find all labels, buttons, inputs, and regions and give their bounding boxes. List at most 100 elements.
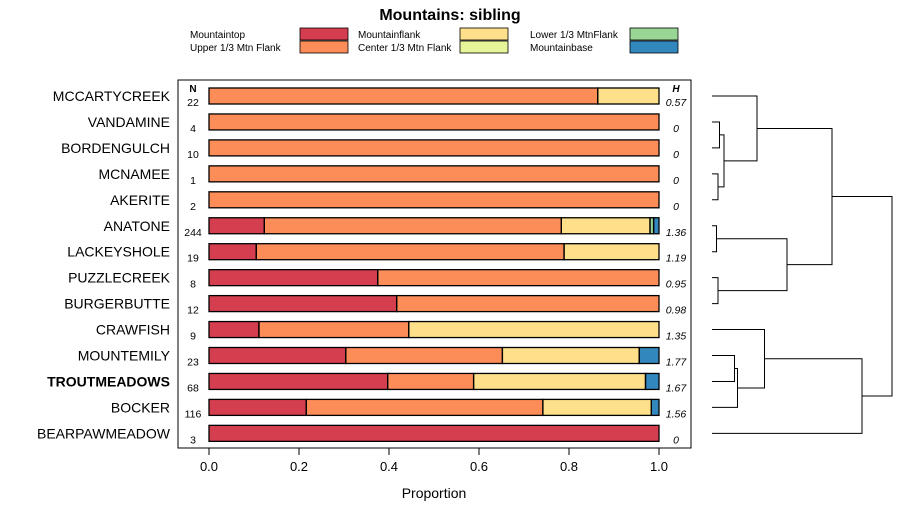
bar-segment-border	[208, 113, 660, 131]
dendrogram-branch	[712, 329, 765, 389]
site-label: ANATONE	[104, 218, 170, 234]
dendrogram-branch	[712, 355, 735, 382]
bar-segment	[209, 321, 259, 338]
bar-segment-border	[652, 217, 660, 235]
legend-swatch	[299, 40, 349, 54]
bar-segment	[387, 373, 474, 390]
bar-segment	[209, 425, 659, 442]
n-value: 116	[185, 408, 202, 420]
chart-title: Mountains: sibling	[379, 7, 520, 24]
n-value: 4	[190, 123, 196, 135]
h-value: 1.77	[666, 357, 688, 369]
bar-segment	[651, 399, 659, 416]
legend-label: Lower 1/3 MtnFlank	[530, 30, 619, 41]
legend-entry: Lower 1/3 MtnFlank	[530, 27, 679, 41]
site-label: BORDENGULCH	[61, 140, 170, 156]
bar-row: BEARPAWMEADOW 3 0	[37, 424, 679, 446]
dendrogram-branch	[716, 238, 788, 292]
legend-swatch	[629, 27, 679, 41]
bar-row: LACKEYSHOLE 19 1.19	[67, 243, 687, 265]
dendrogram	[712, 95, 893, 434]
n-value: 10	[187, 149, 199, 161]
bar-segment	[564, 243, 659, 260]
legend-entry: Mountaintop	[190, 27, 349, 41]
bar-row: MCNAMEE 1 0	[98, 165, 679, 187]
h-value: 0.57	[666, 97, 688, 109]
bar-segment	[209, 295, 397, 312]
n-value: 9	[190, 331, 196, 343]
bar-segment	[209, 191, 659, 208]
bar-segment-border	[208, 139, 660, 157]
bar-segment-border	[650, 398, 660, 417]
bar-row: PUZZLECREEK 8 0.95	[68, 268, 687, 291]
n-value: 68	[187, 382, 199, 394]
bar-segment-border	[638, 346, 660, 365]
n-value: 22	[187, 97, 199, 109]
bar-row: VANDAMINE 4 0	[88, 113, 679, 135]
n-value: 244	[184, 227, 202, 239]
bar-segment	[209, 113, 659, 130]
bar-segment-border	[208, 191, 660, 209]
bar-segment	[473, 373, 646, 390]
dendrogram-branch	[712, 225, 717, 253]
bar-segment	[209, 243, 257, 260]
site-label: MCNAMEE	[98, 166, 170, 182]
site-label: MOUNTEMILY	[78, 348, 171, 364]
bar-segment-border	[597, 87, 660, 105]
h-value: 1.67	[666, 382, 688, 394]
h-value: 0.98	[666, 305, 687, 317]
bar-row: TROUTMEADOWS 68 1.67	[47, 372, 688, 394]
bar-segment	[408, 321, 659, 338]
bar-segment	[396, 295, 659, 312]
bar-row: MOUNTEMILY 23 1.77	[78, 346, 688, 369]
bar-row: BORDENGULCH 10 0	[61, 139, 679, 161]
n-value: 8	[190, 279, 196, 291]
dendrogram-branch	[712, 173, 719, 201]
legend-swatch	[299, 27, 349, 41]
x-tick-label: 0.4	[380, 459, 398, 474]
bar-segment	[258, 321, 409, 338]
h-value: 0	[673, 123, 679, 135]
dendrogram-branch	[712, 121, 720, 149]
bar-rows: MCCARTYCREEK 22 0.57 VANDAMINE 4 0 BORDENGULCH…	[37, 87, 688, 446]
dendrogram-branch	[712, 95, 758, 162]
site-label: PUZZLECREEK	[68, 270, 171, 286]
dendrogram-branch	[718, 134, 725, 188]
bar-segment	[645, 373, 659, 390]
h-value: 0	[673, 175, 679, 187]
n-value: 1	[190, 175, 196, 187]
n-value: 12	[187, 305, 199, 317]
dendrogram-branch	[832, 196, 893, 397]
n-value: 19	[187, 253, 199, 265]
bar-row: CRAWFISH 9 1.35	[96, 320, 686, 343]
x-tick-label: 0.2	[290, 459, 308, 474]
legend-entry: Mountainflank	[358, 27, 509, 41]
bar-row: AKERITE 2 0	[110, 191, 679, 213]
site-label: VANDAMINE	[88, 114, 170, 130]
h-value: 1.56	[666, 408, 687, 420]
bar-row: ANATONE 244 1.36	[104, 217, 686, 239]
h-value: 1.19	[666, 253, 687, 265]
h-value: 0	[673, 201, 679, 213]
legend-swatch	[459, 27, 509, 41]
bar-segment	[650, 217, 654, 234]
h-column-header: H	[672, 84, 680, 95]
bar-segment	[639, 347, 659, 364]
dendrogram-branch	[757, 127, 833, 266]
bar-segment	[209, 347, 346, 364]
legend-label: Mountainflank	[358, 30, 421, 41]
x-tick-label: 1.0	[650, 459, 668, 474]
bar-segment	[345, 347, 503, 364]
site-label: MCCARTYCREEK	[53, 88, 171, 104]
bar-segment	[209, 165, 659, 182]
n-value: 2	[190, 201, 196, 213]
site-label: AKERITE	[110, 192, 170, 208]
bar-row: MCCARTYCREEK 22 0.57	[53, 87, 688, 109]
site-label: CRAWFISH	[96, 322, 170, 338]
h-value: 0	[673, 434, 679, 446]
site-label: BEARPAWMEADOW	[37, 425, 171, 441]
bar-segment	[306, 399, 543, 416]
legend-entry: Center 1/3 Mtn Flank	[358, 40, 509, 54]
h-value: 0.95	[666, 279, 687, 291]
